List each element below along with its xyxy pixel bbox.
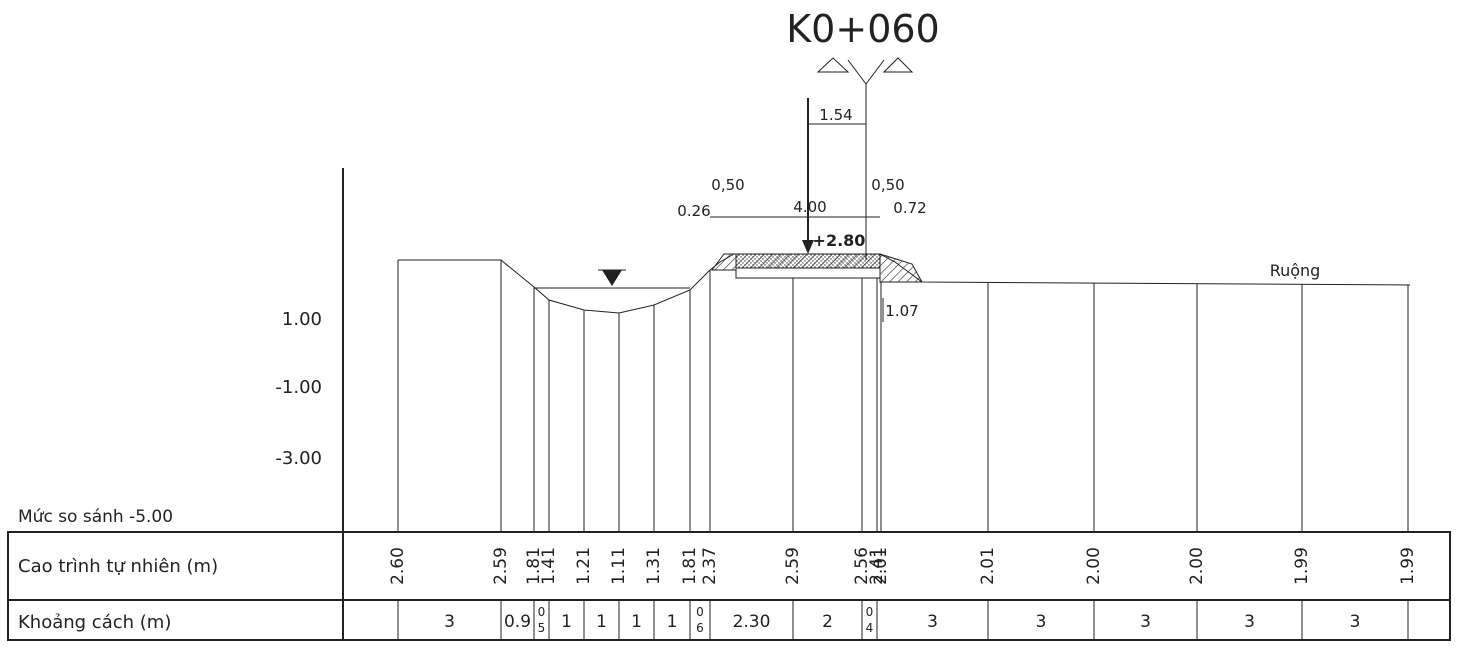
scale-label-2: -1.00 (275, 377, 322, 398)
distance-value: 3 (927, 612, 938, 632)
datum-label: Mức so sánh -5.00 (18, 507, 173, 527)
elevation-value: 2.59 (783, 547, 803, 585)
distance-value: 0 (696, 605, 704, 619)
elevation-value: 2.01 (871, 547, 891, 585)
distance-value: 5 (538, 621, 546, 635)
section-marker-icon (816, 57, 914, 260)
elevation-value: 1.81 (524, 547, 544, 585)
elevation-value: 2.41 (867, 547, 887, 585)
scale-label-1: 1.00 (282, 309, 322, 330)
distance-value: 2 (822, 612, 833, 632)
road-structure (711, 253, 923, 283)
elevation-value: 2.01 (978, 547, 998, 585)
elevation-values: 2.60 2.59 1.811.41 1.21 1.11 1.31 1.81 2.37 2.59… (388, 547, 1418, 585)
distance-value: 3 (1244, 612, 1255, 632)
distance-value: 4 (866, 621, 874, 635)
dim-left-050: 0,50 (711, 176, 744, 194)
distance-value: 1 (631, 612, 642, 632)
elevation-value: 1.11 (609, 547, 629, 585)
distance-value: 0 (538, 605, 546, 619)
elevation-value: 1.41 (539, 547, 559, 585)
distance-value: 3 (1350, 612, 1361, 632)
distance-value: 3 (1036, 612, 1047, 632)
elevation-value: 2.00 (1187, 547, 1207, 585)
elevation-value: 2.37 (700, 547, 720, 585)
distance-value: 3 (444, 612, 455, 632)
dim-left-026: 0.26 (677, 202, 710, 220)
elevation-value: 1.99 (1292, 547, 1312, 585)
distance-value: 0 (866, 605, 874, 619)
design-level: +2.80 (813, 231, 866, 250)
elevation-value: 1.21 (574, 547, 594, 585)
station-lines (397, 260, 1409, 532)
distance-value: 0.9 (504, 612, 531, 632)
elevation-value: 1.31 (644, 547, 664, 585)
distance-values: 3 0.9 0 5 1 1 1 1 0 6 2.30 2 0 4 3 3 3 3 3 (397, 600, 1409, 640)
section-title: K0+060 (786, 7, 939, 51)
elevation-value: 2.60 (388, 547, 408, 585)
data-table (7, 531, 1451, 641)
elevation-value: 1.81 (680, 547, 700, 585)
distance-value: 6 (696, 621, 704, 635)
distance-value: 1 (596, 612, 607, 632)
dim-top: 1.54 (819, 106, 852, 124)
distance-value: 3 (1140, 612, 1151, 632)
elevation-value: 2.00 (1084, 547, 1104, 585)
dim-right-072: 0.72 (893, 199, 926, 217)
dim-side-107: 1.07 (885, 302, 918, 320)
elevation-value: 2.59 (491, 547, 511, 585)
distance-value: 1 (667, 612, 678, 632)
scale-label-3: -3.00 (275, 448, 322, 469)
elevation-value: 2.56 (852, 547, 872, 585)
water-level-icon (598, 269, 626, 286)
row-label-elevation: Cao trình tự nhiên (m) (18, 556, 218, 577)
distance-value: 2.30 (733, 612, 771, 632)
row-label-distance: Khoảng cách (m) (18, 612, 171, 633)
field-label: Ruộng (1270, 261, 1321, 280)
dim-right-050: 0,50 (871, 176, 904, 194)
dim-center-width: 4.00 (793, 198, 826, 216)
elevation-value: 1.99 (1398, 547, 1418, 585)
distance-value: 1 (561, 612, 572, 632)
